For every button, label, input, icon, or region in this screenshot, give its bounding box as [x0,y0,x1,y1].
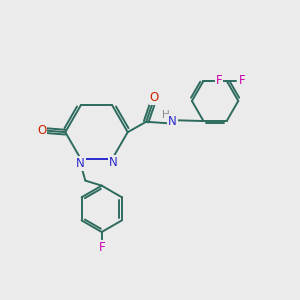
Text: H: H [162,110,170,120]
Text: F: F [98,241,105,254]
Text: N: N [76,157,85,170]
Text: F: F [239,74,245,87]
Text: N: N [109,156,118,169]
Text: F: F [216,74,222,87]
Text: O: O [150,92,159,104]
Text: N: N [168,115,177,128]
Text: O: O [37,124,46,137]
